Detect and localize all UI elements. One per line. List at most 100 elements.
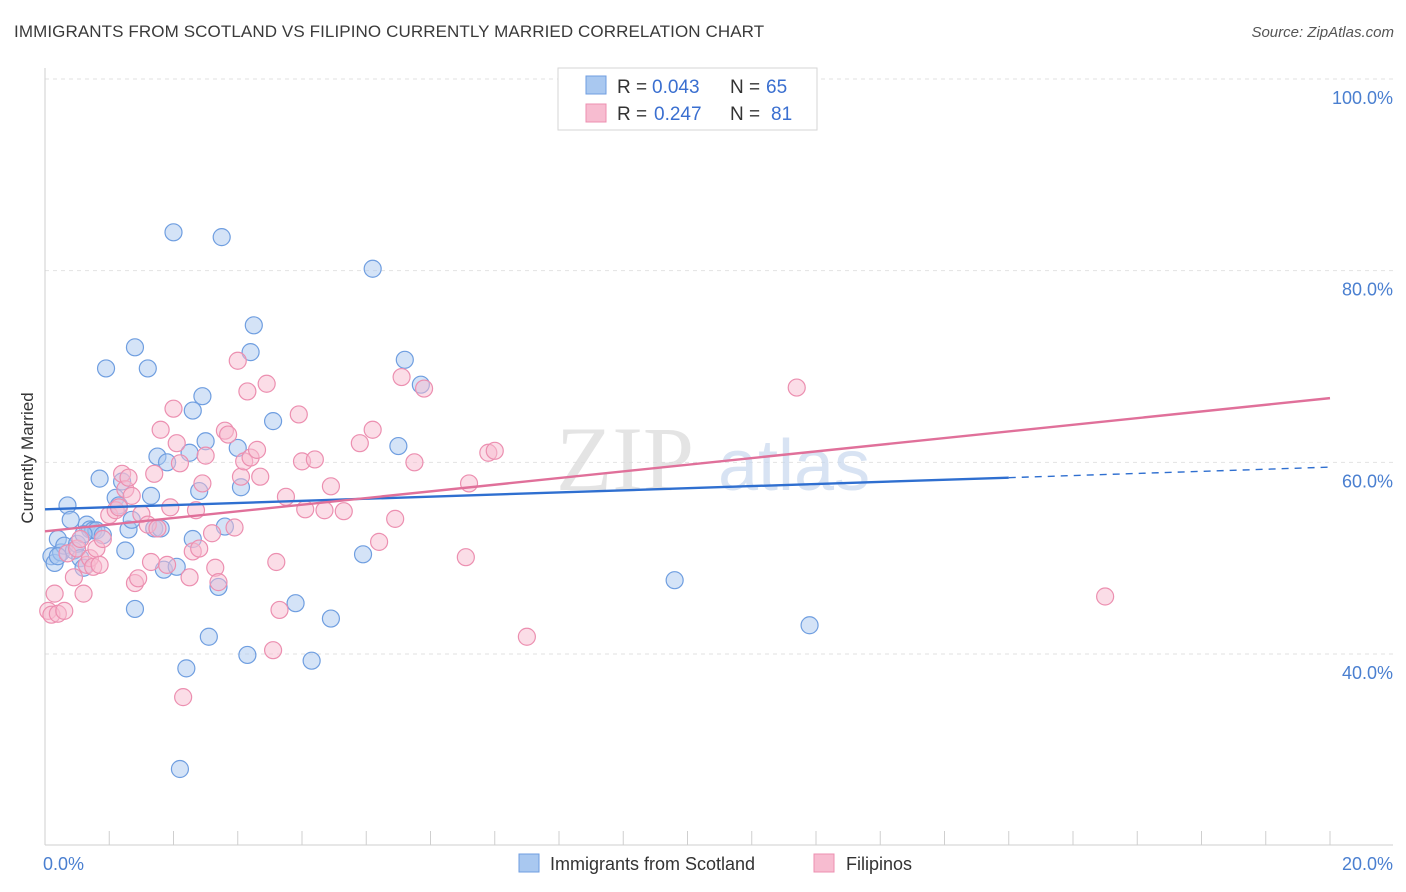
filipino-point <box>289 405 308 424</box>
watermark-zip: ZIP <box>556 408 694 510</box>
filipino-point <box>405 453 424 472</box>
scotland-trend-line <box>44 476 1009 511</box>
scotland-point <box>363 259 382 278</box>
legend-r-label-filipinos: R = <box>617 104 647 125</box>
filipino-point <box>1096 587 1115 606</box>
scotland-point <box>183 401 202 420</box>
filipino-point <box>145 464 164 483</box>
filipino-point <box>190 539 209 558</box>
filipino-point <box>167 434 186 453</box>
scotland-point <box>61 510 80 529</box>
filipino-point <box>386 509 405 528</box>
legend-n-value-scotland: 65 <box>766 77 787 98</box>
bottom-legend-label-filipinos: Filipinos <box>846 854 912 874</box>
filipino-point <box>122 486 141 505</box>
filipino-point <box>231 467 251 486</box>
filipino-point <box>161 498 180 517</box>
y-tick-label: 100.0% <box>1332 88 1393 108</box>
y-tick-label: 40.0% <box>1342 663 1393 683</box>
filipino-point <box>263 641 283 660</box>
bottom-legend-label-scotland: Immigrants from Scotland <box>550 854 755 874</box>
filipino-point <box>321 477 341 496</box>
filipino-point <box>209 573 228 592</box>
scotland-point <box>116 541 135 560</box>
scotland-point <box>353 545 373 564</box>
filipino-point <box>456 548 475 567</box>
filipino-point <box>202 524 222 543</box>
filipino-point <box>141 552 161 572</box>
filipino-point <box>93 529 112 549</box>
scotland-point <box>177 659 196 678</box>
filipino-point <box>370 532 389 551</box>
filipino-point <box>363 420 382 439</box>
scotland-point <box>199 627 218 646</box>
legend-swatch-filipinos <box>585 103 607 123</box>
chart-title: IMMIGRANTS FROM SCOTLAND VS FILIPINO CUR… <box>14 22 765 41</box>
legend-box: R = 0.043 N = 65 R = 0.247 N = 81 <box>557 67 818 131</box>
filipino-point <box>71 529 90 549</box>
trend-layer <box>44 396 1331 533</box>
filipino-point <box>74 584 93 603</box>
filipino-point <box>459 474 479 493</box>
scotland-point <box>286 594 305 613</box>
legend-n-label-scotland: N = <box>730 77 760 98</box>
filipino-point <box>45 584 64 603</box>
filipino-point <box>350 434 369 453</box>
scotland-point <box>138 359 157 378</box>
legend-r-value-scotland: 0.043 <box>652 77 700 98</box>
grid-layer <box>45 78 1393 655</box>
bottom-legend-swatch-filipinos <box>813 853 835 873</box>
x-tick-label: 20.0% <box>1342 854 1393 874</box>
scotland-point <box>90 469 109 488</box>
scotland-point <box>244 316 263 335</box>
scotland-point <box>389 436 408 456</box>
filipino-point <box>251 467 270 486</box>
bottom-legend-swatch-scotland <box>518 853 540 873</box>
filipino-point <box>174 688 193 707</box>
filipino-point <box>228 351 247 370</box>
filipino-point <box>90 555 109 574</box>
scotland-point <box>238 645 257 665</box>
filipino-point <box>55 601 74 620</box>
legend-r-value-filipinos: 0.247 <box>654 104 702 125</box>
y-tick-label: 80.0% <box>1342 280 1393 300</box>
filipino-point <box>247 440 267 459</box>
scotland-point <box>170 759 190 779</box>
filipino-point <box>119 468 138 487</box>
scotland-point <box>125 338 145 357</box>
scotland-point <box>193 387 212 406</box>
scotland-point <box>125 599 145 619</box>
filipino-point <box>64 568 84 587</box>
filipino-point <box>270 600 289 620</box>
filipino-point <box>305 450 324 469</box>
y-tick-label: 60.0% <box>1342 471 1393 491</box>
filipino-point <box>334 502 353 521</box>
legend-r-label-scotland: R = <box>617 77 647 98</box>
scotland-point <box>96 359 116 378</box>
filipino-point <box>267 552 286 572</box>
filipino-point <box>157 555 177 574</box>
filipino-point <box>151 420 170 439</box>
bottom-legend: Immigrants from Scotland Filipinos <box>518 853 912 874</box>
scotland-point <box>241 343 260 362</box>
scotland-point <box>212 228 231 247</box>
filipino-point <box>225 518 244 537</box>
x-tick-label: 0.0% <box>43 854 84 874</box>
filipino-point <box>219 425 238 444</box>
filipino-point <box>257 374 276 393</box>
filipino-point <box>180 568 199 587</box>
legend-swatch-scotland <box>585 75 607 95</box>
filipino-point <box>129 569 148 588</box>
filipino-point <box>485 441 504 460</box>
filipino-point <box>517 627 536 646</box>
scotland-point <box>164 223 183 242</box>
scotland-point <box>263 412 283 431</box>
scotland-point <box>302 651 321 670</box>
legend-n-label-filipinos: N = <box>730 104 760 125</box>
scotland-point <box>395 350 414 369</box>
filipino-point <box>315 501 334 520</box>
watermark-atlas: atlas <box>718 426 870 506</box>
source-label: Source: ZipAtlas.com <box>1251 24 1394 41</box>
filipino-point <box>276 487 296 506</box>
